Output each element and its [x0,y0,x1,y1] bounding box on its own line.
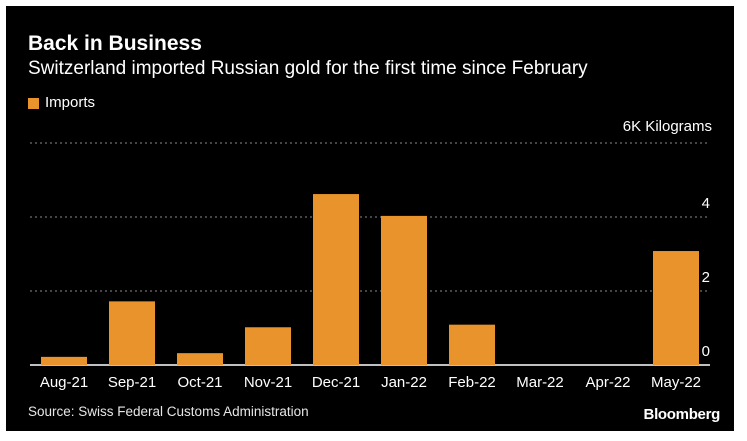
y-tick-label: 4 [702,195,710,212]
bar-nov-21 [245,327,291,365]
y-tick-label: 0 [702,343,710,360]
bar-oct-21 [177,353,223,365]
x-tick-label: May-22 [651,374,701,391]
bar-feb-22 [449,324,495,365]
x-tick-label: Oct-21 [177,374,222,391]
bar-jan-22 [381,215,427,365]
legend-label: Imports [45,94,96,111]
chart-panel: Back in Business Switzerland imported Ru… [6,6,734,431]
bar-dec-21 [313,194,359,365]
chart-title: Back in Business [28,32,202,55]
y-tick-label: 2 [702,269,710,286]
bar-chart: 0 2 4 Aug-21 Sep-21 Oct-21 Nov-21 Dec-21 Jan-22… [30,142,710,391]
x-tick-label: Mar-22 [516,374,564,391]
source-note: Source: Swiss Federal Customs Administra… [28,404,309,419]
bar-aug-21 [41,356,87,365]
y-axis-top-label: 6K Kilograms [622,118,712,135]
legend-swatch [28,97,39,109]
legend: Imports [28,94,95,112]
x-tick-label: Jan-22 [381,374,427,391]
chart-subtitle: Switzerland imported Russian gold for th… [28,58,588,79]
x-tick-label: Apr-22 [585,374,630,391]
x-tick-label: Sep-21 [108,374,156,391]
y-axis-tick-labels: 0 2 4 [702,195,710,360]
x-tick-label: Dec-21 [312,374,360,391]
bloomberg-logo: Bloomberg [643,406,721,423]
bar-sep-21 [109,301,155,365]
x-tick-label: Nov-21 [244,374,292,391]
bars [41,194,699,365]
x-tick-label: Feb-22 [448,374,496,391]
bar-may-22 [653,251,699,365]
x-axis-tick-labels: Aug-21 Sep-21 Oct-21 Nov-21 Dec-21 Jan-22 Feb-… [40,374,701,391]
x-tick-label: Aug-21 [40,374,88,391]
